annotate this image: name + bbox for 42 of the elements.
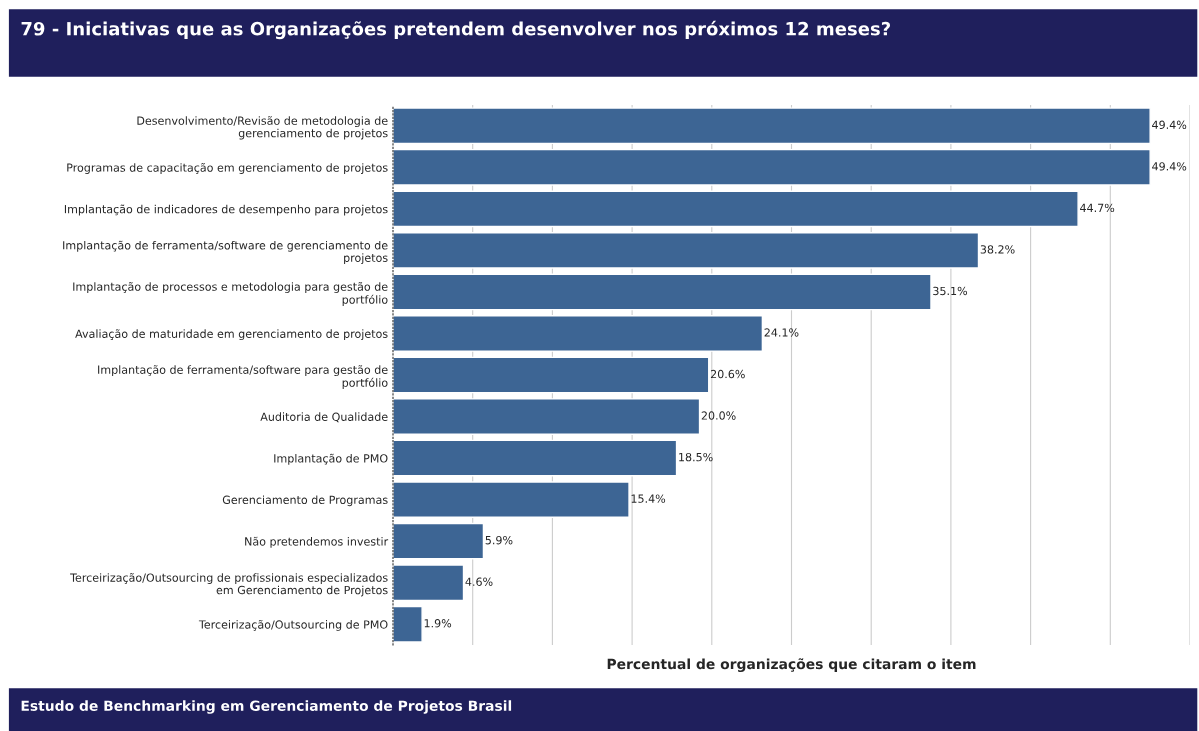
- bar: [393, 522, 485, 560]
- data-label: 15.4%: [631, 494, 666, 503]
- data-label: 49.4%: [1152, 120, 1187, 129]
- y-tick-label: Implantação de ferramenta/software de gerenciamento de projetos: [63, 240, 388, 265]
- y-tick-label: Gerenciamento de Programas: [222, 495, 388, 507]
- y-tick-label: Implantação de ferramenta/software para gestão de portfólio: [98, 365, 388, 389]
- data-label: 1.9%: [424, 619, 452, 628]
- bar: [393, 232, 980, 269]
- data-label: 24.1%: [764, 328, 799, 337]
- data-label: 20.0%: [701, 411, 736, 420]
- bar: [393, 190, 1079, 228]
- bar: [393, 605, 423, 643]
- bar: [393, 564, 465, 602]
- data-label: 20.6%: [710, 369, 745, 379]
- y-tick-label: Programas de capacitação em gerenciamento de projetos: [67, 162, 388, 174]
- y-tick-label: Terceirização/Outsourcing de PMO: [198, 619, 388, 631]
- x-axis-title: Percentual de organizações que citaram o item: [607, 658, 976, 672]
- data-label: 5.9%: [485, 535, 513, 545]
- y-tick-label: Não pretendemos investir: [245, 536, 389, 548]
- bar: [393, 439, 678, 477]
- bar: [393, 398, 701, 435]
- bar: [393, 107, 1151, 145]
- bar: [393, 315, 764, 352]
- data-label: 18.5%: [679, 452, 713, 462]
- data-label: 35.1%: [933, 286, 968, 296]
- data-label: 49.4%: [1152, 162, 1187, 171]
- bar: [393, 356, 710, 394]
- y-tick-label: Implantação de PMO: [274, 453, 388, 465]
- bar: [393, 481, 630, 518]
- y-tick-label: Desenvolvimento/Revisão de metodologia de gerenciamento de projetos: [137, 116, 388, 140]
- data-label: 44.7%: [1080, 203, 1115, 213]
- bar: [393, 273, 932, 311]
- y-tick-label: Terceirização/Outsourcing de profissionais especializados em Gerenciamento de Projetos: [70, 573, 388, 597]
- chart-title: 79 - Iniciativas que as Organizações pretendem desenvolver nos próximos 12 meses?: [21, 20, 891, 40]
- text: Estudo de Benchmarking em Gerenciamento de Projetos Brasil: [21, 700, 512, 714]
- data-label: 38.2%: [980, 245, 1015, 254]
- y-tick-label: Implantação de indicadores de desempenho para projetos: [64, 204, 388, 216]
- data-label: 4.6%: [465, 577, 493, 586]
- bar: [393, 148, 1151, 186]
- y-tick-label: Avaliação de maturidade em gerenciamento de projetos: [75, 329, 388, 341]
- y-tick-label: Implantação de processos e metodologia para gestão de portfólio: [73, 282, 388, 306]
- y-tick-label: Auditoria de Qualidade: [260, 412, 388, 423]
